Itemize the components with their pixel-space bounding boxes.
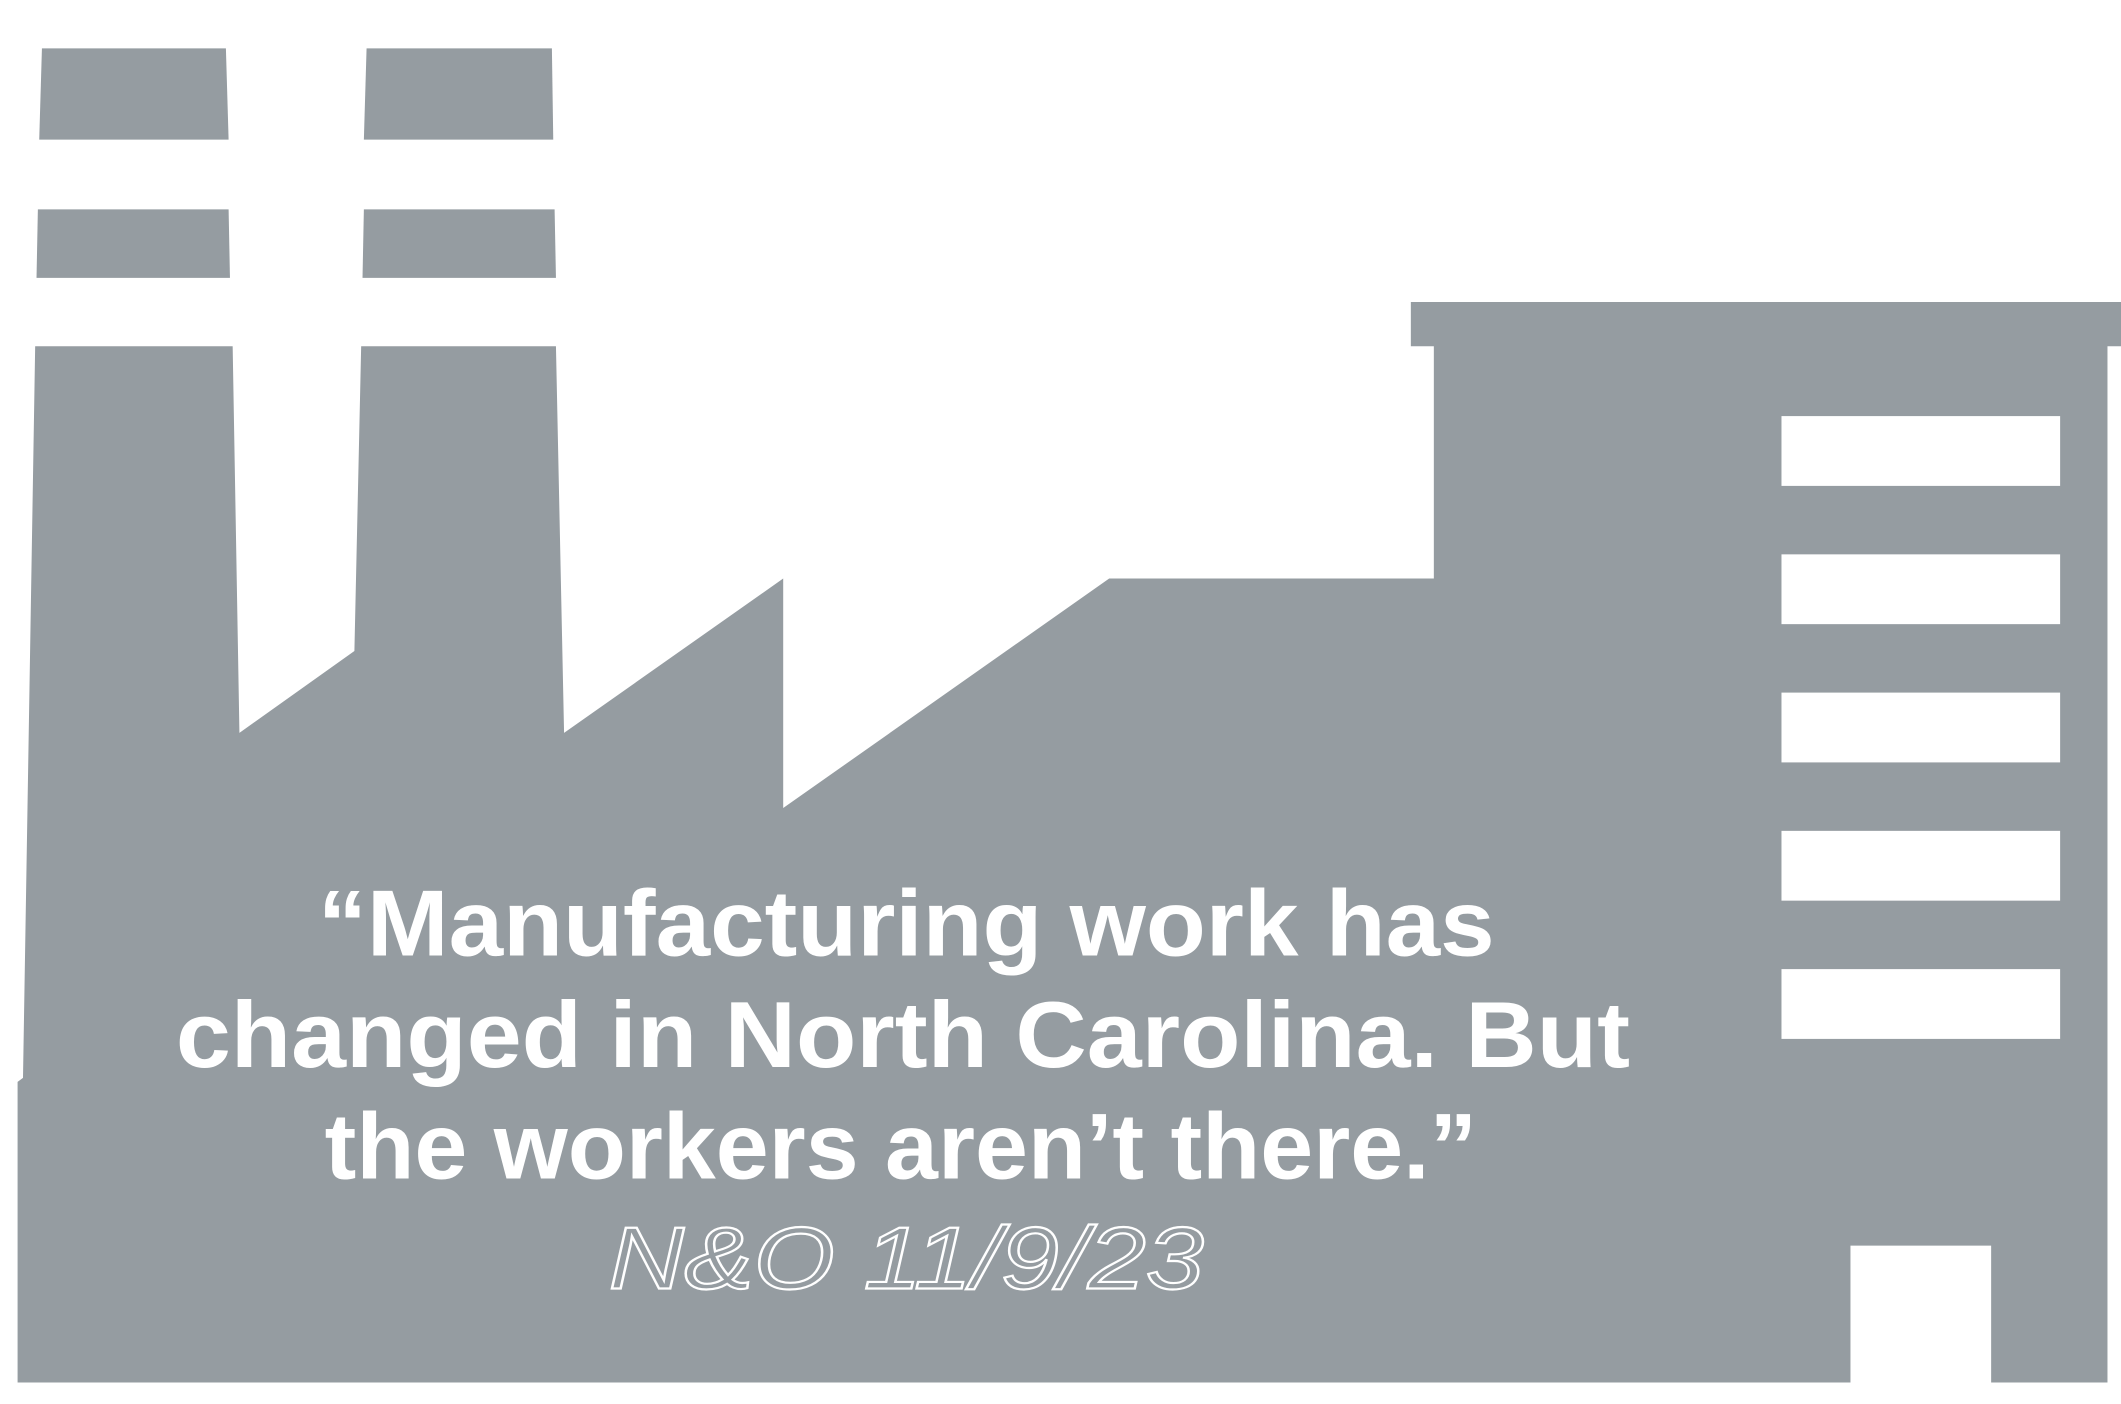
quote-line: changed in North Carolina. But xyxy=(176,982,1630,1087)
chimney-band xyxy=(362,209,556,278)
attribution: N&O 11/9/23 xyxy=(609,1208,1204,1308)
window xyxy=(1781,554,2061,625)
quote-line: “Manufacturing work has xyxy=(318,871,1495,976)
chimney-band xyxy=(36,209,230,278)
window xyxy=(1781,830,2061,901)
chimney-band xyxy=(39,48,229,140)
windows xyxy=(1781,416,2061,1039)
chimney-band xyxy=(363,48,554,140)
building-body xyxy=(17,302,2121,1383)
window xyxy=(1781,692,2061,763)
window xyxy=(1781,969,2061,1039)
factory-silhouette xyxy=(17,48,2121,1383)
window xyxy=(1781,416,2061,486)
quote-line: the workers aren’t there.” xyxy=(325,1094,1477,1199)
